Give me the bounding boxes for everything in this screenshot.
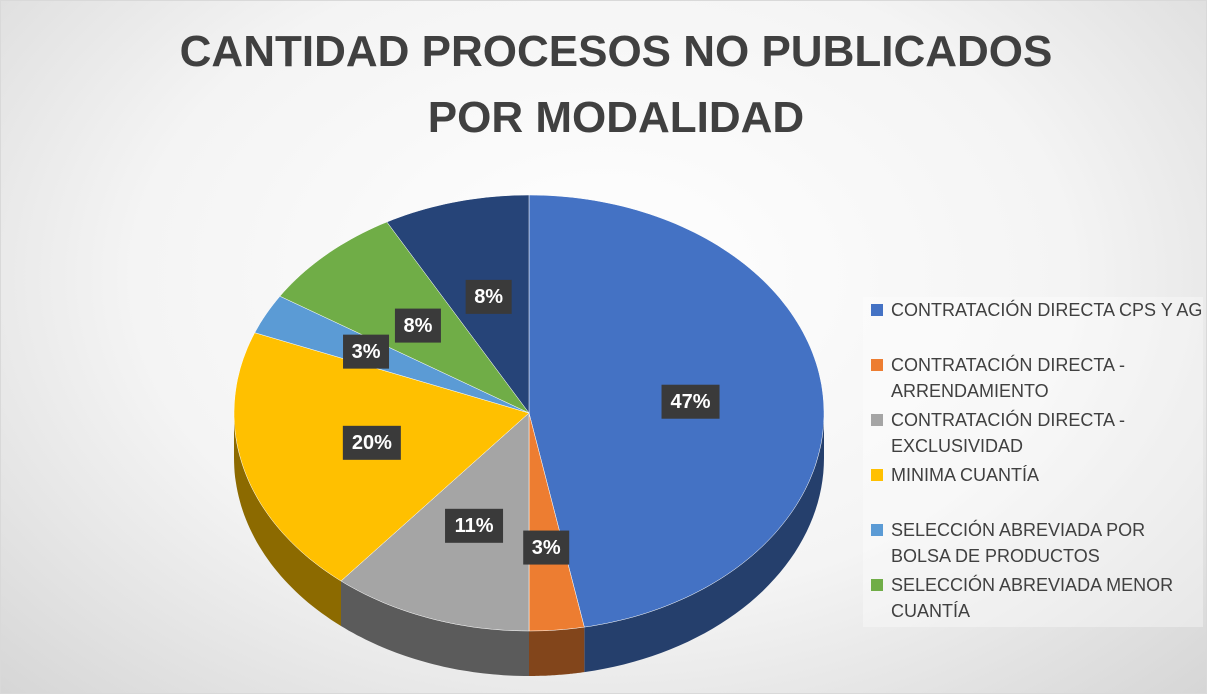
legend-swatch [871,469,883,481]
data-label-box [523,530,570,565]
data-label: 8% [474,286,503,308]
slice [254,295,530,414]
legend-entry: SELECCIÓN ABREVIADA MENOR CUANTÍA [863,572,1203,627]
data-label-box [343,334,390,369]
legend: CONTRATACIÓN DIRECTA CPS Y AG CONTRATACIÓ… [863,297,1203,627]
legend-label: SELECCIÓN ABREVIADA POR BOLSA DE PRODUCT… [891,520,1146,566]
legend-entry: CONTRATACIÓN DIRECTA - ARRENDAMIENTO [863,352,1203,407]
legend-swatch [871,414,883,426]
data-label: 8% [403,315,432,337]
legend-swatch [871,579,883,591]
legend-swatch [871,524,883,536]
slice [528,412,585,632]
slice-side [584,413,824,673]
data-label: 47% [671,391,711,413]
legend-entry: SELECCIÓN ABREVIADA POR BOLSA DE PRODUCT… [863,517,1203,572]
legend-label: CONTRATACIÓN DIRECTA - EXCLUSIVIDAD [891,410,1125,456]
legend-label: SELECCIÓN ABREVIADA MENOR CUANTÍA [891,575,1174,621]
slice-side [529,627,585,676]
data-label-box [445,508,504,543]
slice [386,194,530,414]
legend-label: CONTRATACIÓN DIRECTA - ARRENDAMIENTO [891,355,1125,401]
data-label-box [465,279,512,314]
data-label-box [661,384,720,419]
legend-entry: MINIMA CUANTÍA [863,462,1203,517]
data-label: 11% [455,515,494,537]
legend-entry: CONTRATACIÓN DIRECTA - EXCLUSIVIDAD [863,407,1203,462]
data-label: 3% [352,341,381,363]
chart-title: CANTIDAD PROCESOS NO PUBLICADOS POR MODA… [179,27,1053,142]
legend-entry: CONTRATACIÓN DIRECTA CPS Y AG [863,297,1203,352]
legend-label: MINIMA CUANTÍA [891,465,1040,485]
data-label: 3% [532,537,561,559]
data-label-box [394,308,441,343]
data-label: 20% [352,432,392,454]
slice-side [234,413,341,626]
legend-swatch [871,304,883,316]
data-label-box [342,425,401,460]
legend-swatch [871,359,883,371]
slice [340,412,530,632]
legend-label: CONTRATACIÓN DIRECTA CPS Y AG [891,300,1203,320]
